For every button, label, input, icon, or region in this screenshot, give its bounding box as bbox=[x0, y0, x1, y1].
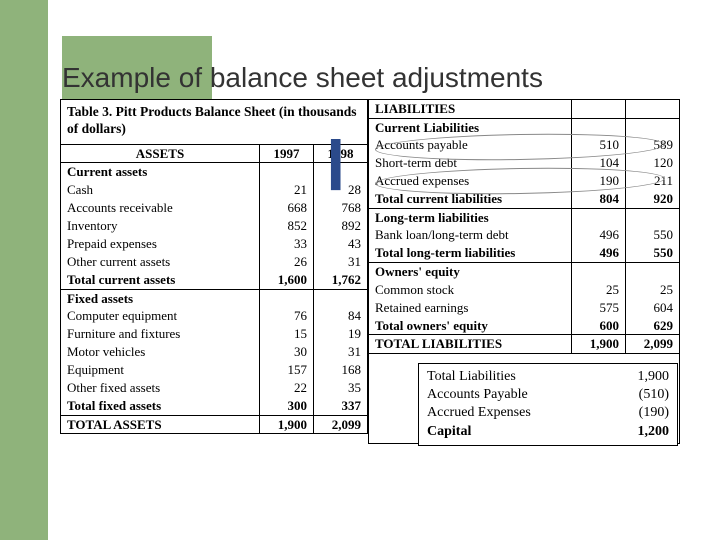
row-label: Furniture and fixtures bbox=[61, 325, 260, 343]
row-val: 575 bbox=[572, 299, 626, 317]
row-label: Bank loan/long-term debt bbox=[369, 226, 572, 244]
liabilities-header: LIABILITIES bbox=[369, 100, 572, 119]
adj-label: Capital bbox=[427, 423, 471, 441]
adj-val: 1,900 bbox=[638, 368, 670, 386]
row-val: 600 bbox=[572, 317, 626, 335]
liabilities-table: LIABILITIES Current Liabilities Accounts… bbox=[368, 99, 680, 354]
row-val: 852 bbox=[260, 217, 314, 235]
adj-val: 1,200 bbox=[638, 423, 670, 441]
row-val: 35 bbox=[314, 379, 368, 397]
section-total: Total current liabilities bbox=[369, 190, 572, 208]
row-label: Other fixed assets bbox=[61, 379, 260, 397]
section-title: Long-term liabilities bbox=[369, 208, 572, 226]
section-total: Total current assets bbox=[61, 271, 260, 289]
row-val: 25 bbox=[626, 281, 680, 299]
row-val: 84 bbox=[314, 307, 368, 325]
section-total: Total owners' equity bbox=[369, 317, 572, 335]
section-total: Total long-term liabilities bbox=[369, 244, 572, 262]
row-val: 19 bbox=[314, 325, 368, 343]
row-val: 31 bbox=[314, 343, 368, 361]
adj-val: (190) bbox=[639, 404, 669, 422]
row-val: 496 bbox=[572, 244, 626, 262]
row-val: 157 bbox=[260, 361, 314, 379]
assets-header-label: ASSETS bbox=[61, 144, 260, 163]
row-val: 337 bbox=[314, 397, 368, 415]
row-val: 76 bbox=[260, 307, 314, 325]
row-val: 168 bbox=[314, 361, 368, 379]
row-val: 30 bbox=[260, 343, 314, 361]
row-val: 25 bbox=[572, 281, 626, 299]
row-val: 804 bbox=[572, 190, 626, 208]
adj-label: Accrued Expenses bbox=[427, 404, 531, 422]
row-val: 892 bbox=[314, 217, 368, 235]
row-label: Prepaid expenses bbox=[61, 235, 260, 253]
assets-table: ASSETS 1997 1998 Current assets Cash2128… bbox=[60, 144, 368, 435]
row-val: 2,099 bbox=[314, 415, 368, 434]
row-label: Accounts payable bbox=[369, 136, 572, 154]
grand-total: TOTAL ASSETS bbox=[61, 415, 260, 434]
assets-header-y2: 1998 bbox=[314, 144, 368, 163]
row-val: 22 bbox=[260, 379, 314, 397]
row-val: 604 bbox=[626, 299, 680, 317]
balance-sheet-content: Table 3. Pitt Products Balance Sheet (in… bbox=[60, 99, 680, 444]
row-val: 1,900 bbox=[572, 335, 626, 354]
row-label: Inventory bbox=[61, 217, 260, 235]
section-title: Owners' equity bbox=[369, 262, 572, 280]
row-val: 190 bbox=[572, 172, 626, 190]
adj-val: (510) bbox=[639, 386, 669, 404]
row-val: 120 bbox=[626, 154, 680, 172]
row-label: Cash bbox=[61, 181, 260, 199]
row-val: 33 bbox=[260, 235, 314, 253]
adjustment-box: Total Liabilities 1,900 Accounts Payable (… bbox=[418, 363, 678, 446]
section-title: Fixed assets bbox=[61, 289, 260, 307]
table-caption: Table 3. Pitt Products Balance Sheet (in… bbox=[60, 99, 368, 144]
slide-title: Example of balance sheet adjustments bbox=[62, 62, 543, 94]
row-label: Equipment bbox=[61, 361, 260, 379]
row-val: 300 bbox=[260, 397, 314, 415]
row-val: 589 bbox=[626, 136, 680, 154]
row-label: Accrued expenses bbox=[369, 172, 572, 190]
row-val: 550 bbox=[626, 244, 680, 262]
row-label: Retained earnings bbox=[369, 299, 572, 317]
accent-sidebar bbox=[0, 0, 48, 540]
row-val: 211 bbox=[626, 172, 680, 190]
section-title: Current Liabilities bbox=[369, 118, 572, 136]
row-val: 668 bbox=[260, 199, 314, 217]
row-val: 104 bbox=[572, 154, 626, 172]
row-label: Other current assets bbox=[61, 253, 260, 271]
row-val: 629 bbox=[626, 317, 680, 335]
row-val: 768 bbox=[314, 199, 368, 217]
section-title: Current assets bbox=[61, 163, 260, 181]
row-val: 1,600 bbox=[260, 271, 314, 289]
row-val: 2,099 bbox=[626, 335, 680, 354]
row-label: Accounts receivable bbox=[61, 199, 260, 217]
grand-total: TOTAL LIABILITIES bbox=[369, 335, 572, 354]
row-val: 31 bbox=[314, 253, 368, 271]
row-val: 1,762 bbox=[314, 271, 368, 289]
row-val: 550 bbox=[626, 226, 680, 244]
row-val: 21 bbox=[260, 181, 314, 199]
section-total: Total fixed assets bbox=[61, 397, 260, 415]
liabilities-column: LIABILITIES Current Liabilities Accounts… bbox=[368, 99, 680, 444]
row-label: Short-term debt bbox=[369, 154, 572, 172]
row-val: 28 bbox=[314, 181, 368, 199]
row-val: 26 bbox=[260, 253, 314, 271]
row-val: 496 bbox=[572, 226, 626, 244]
row-val: 510 bbox=[572, 136, 626, 154]
assets-column: Table 3. Pitt Products Balance Sheet (in… bbox=[60, 99, 368, 444]
row-val: 920 bbox=[626, 190, 680, 208]
row-label: Motor vehicles bbox=[61, 343, 260, 361]
adj-label: Accounts Payable bbox=[427, 386, 528, 404]
row-label: Computer equipment bbox=[61, 307, 260, 325]
row-val: 15 bbox=[260, 325, 314, 343]
adj-label: Total Liabilities bbox=[427, 368, 516, 386]
row-val: 43 bbox=[314, 235, 368, 253]
row-val: 1,900 bbox=[260, 415, 314, 434]
row-label: Common stock bbox=[369, 281, 572, 299]
assets-header-y1: 1997 bbox=[260, 144, 314, 163]
